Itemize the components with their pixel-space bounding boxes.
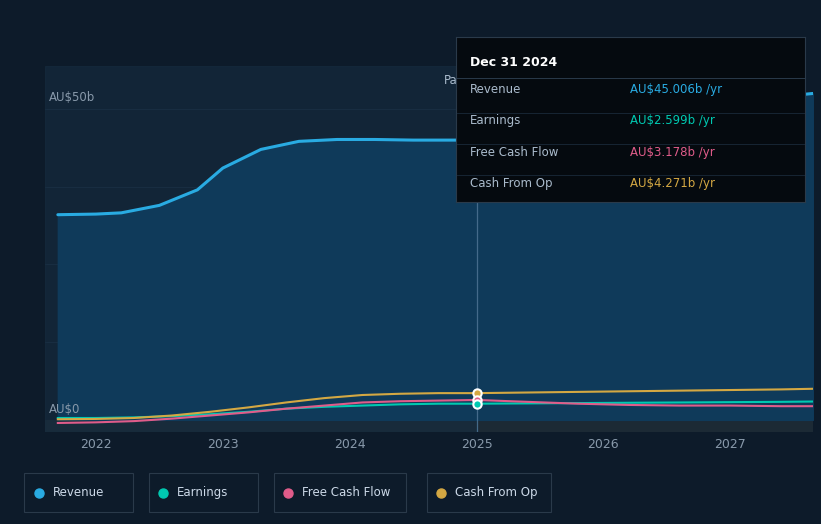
Text: Cash From Op: Cash From Op [470,177,552,190]
Text: AU$3.178b /yr: AU$3.178b /yr [631,146,715,159]
Text: Dec 31 2024: Dec 31 2024 [470,57,557,70]
Text: AU$4.271b /yr: AU$4.271b /yr [631,177,715,190]
Text: Cash From Op: Cash From Op [455,486,537,499]
Text: Free Cash Flow: Free Cash Flow [302,486,390,499]
Text: AU$2.599b /yr: AU$2.599b /yr [631,114,715,127]
Bar [45,66,476,432]
Text: AU$45.006b /yr: AU$45.006b /yr [631,83,722,96]
Text: Free Cash Flow: Free Cash Flow [470,146,558,159]
Text: AU$50b: AU$50b [49,91,95,104]
Text: Analysts Forecasts: Analysts Forecasts [484,74,594,88]
Text: Revenue: Revenue [53,486,103,499]
Text: Past: Past [444,74,469,88]
Text: AU$0: AU$0 [49,403,80,416]
Text: Earnings: Earnings [470,114,521,127]
Text: Revenue: Revenue [470,83,521,96]
Bar [45,420,813,432]
Text: Earnings: Earnings [177,486,228,499]
